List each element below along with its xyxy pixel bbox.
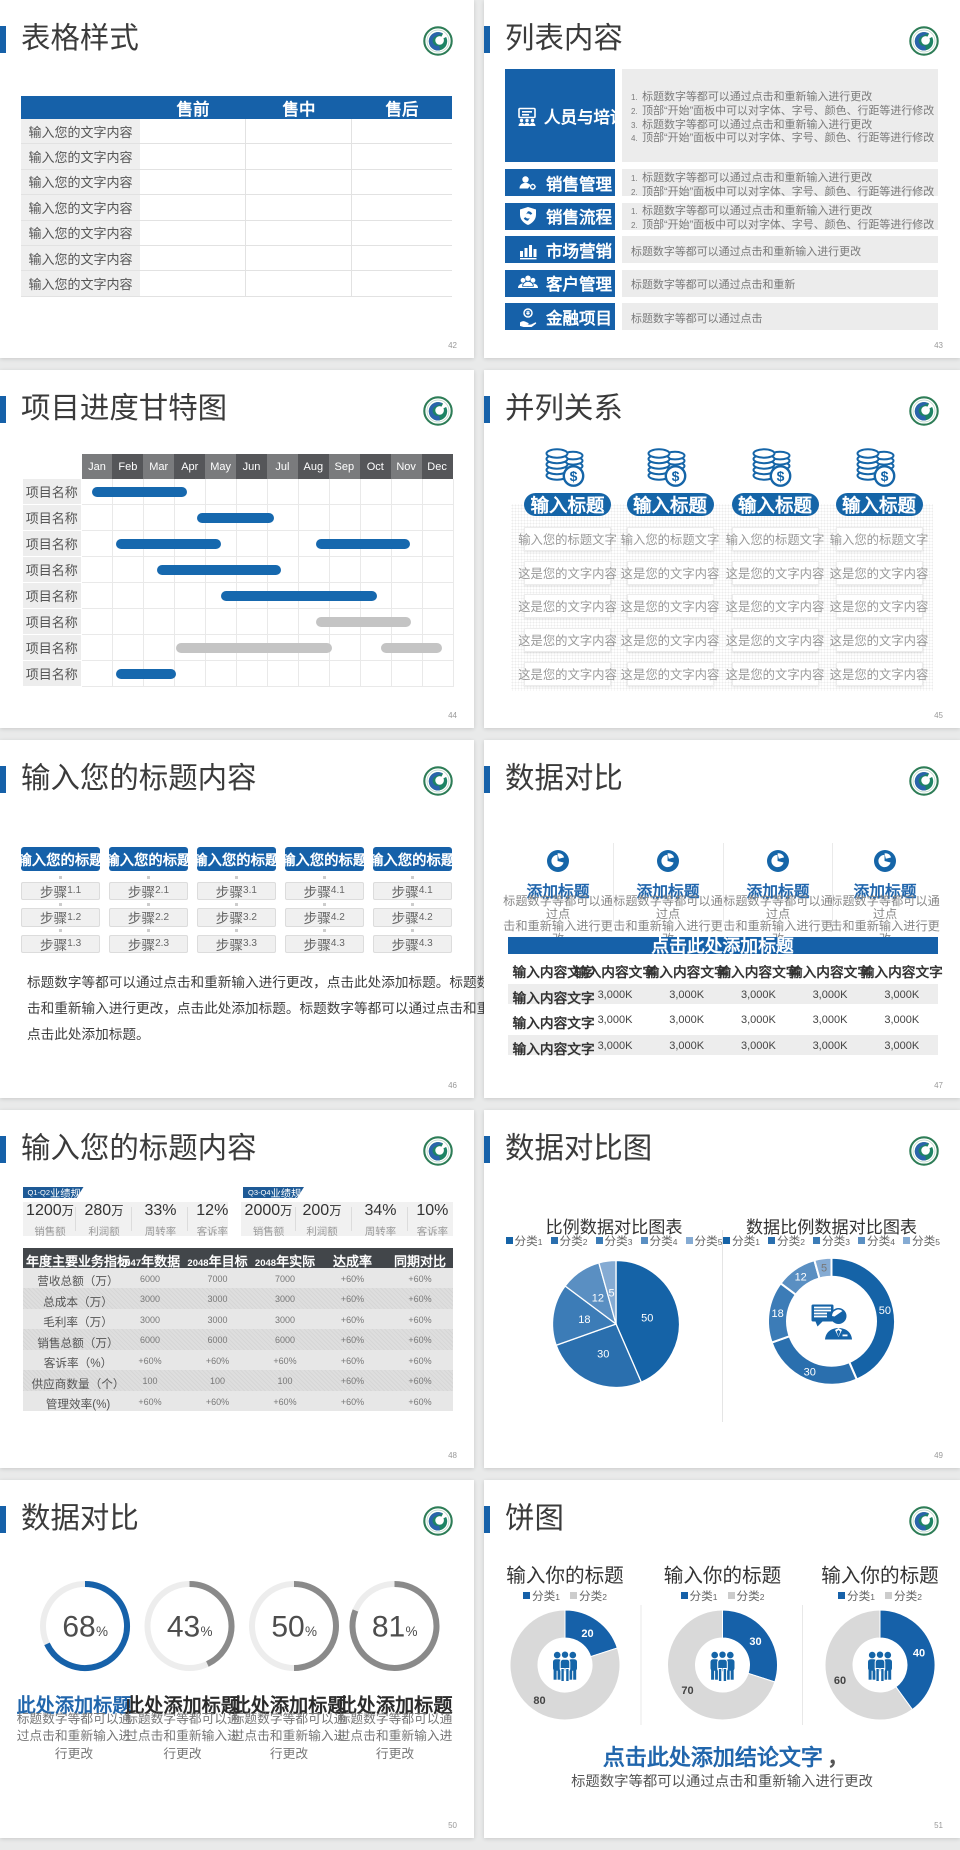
svg-text:$: $ — [569, 468, 577, 484]
svg-text:50: 50 — [271, 1611, 304, 1644]
svg-text:70: 70 — [681, 1685, 693, 1697]
svg-text:30: 30 — [804, 1366, 816, 1378]
svg-text:80: 80 — [533, 1695, 545, 1707]
svg-text:81: 81 — [372, 1611, 405, 1644]
svg-text:30: 30 — [749, 1636, 761, 1648]
svg-text:5: 5 — [609, 1287, 615, 1299]
svg-text:5: 5 — [821, 1262, 827, 1274]
svg-text:68: 68 — [62, 1611, 95, 1644]
svg-text:18: 18 — [771, 1308, 783, 1320]
svg-text:12: 12 — [795, 1271, 807, 1283]
svg-text:20: 20 — [581, 1628, 593, 1640]
svg-text:%: % — [405, 1624, 417, 1639]
svg-text:%: % — [305, 1624, 317, 1639]
svg-text:60: 60 — [834, 1675, 846, 1687]
svg-text:18: 18 — [578, 1314, 590, 1326]
svg-text:30: 30 — [597, 1348, 609, 1360]
svg-text:50: 50 — [641, 1313, 653, 1325]
svg-text:$: $ — [881, 468, 889, 484]
svg-text:%: % — [200, 1624, 212, 1639]
svg-text:$: $ — [672, 468, 680, 484]
svg-text:%: % — [96, 1624, 108, 1639]
svg-text:40: 40 — [913, 1647, 925, 1659]
svg-text:12: 12 — [592, 1293, 604, 1305]
svg-text:50: 50 — [879, 1305, 891, 1317]
svg-text:43: 43 — [167, 1611, 200, 1644]
svg-text:$: $ — [777, 468, 785, 484]
